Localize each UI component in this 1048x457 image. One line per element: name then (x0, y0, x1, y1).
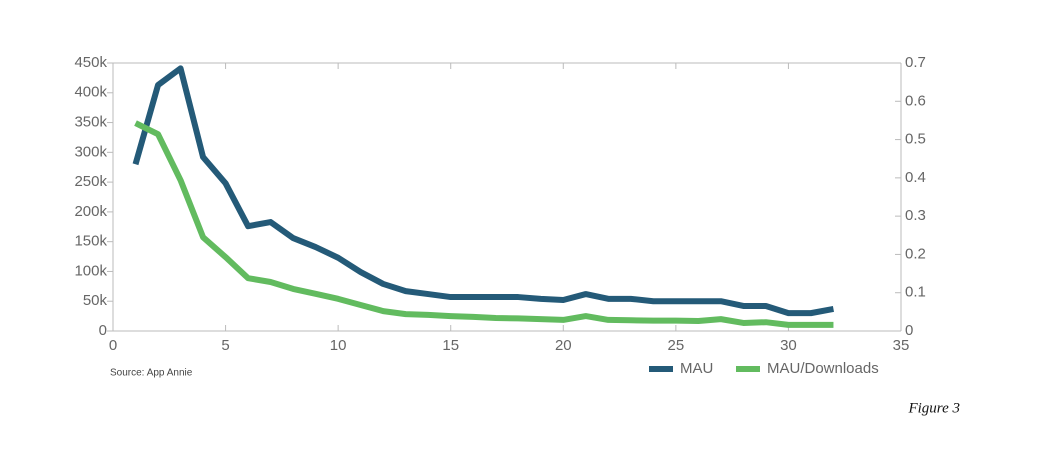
x-tick-label: 20 (555, 337, 572, 354)
y2-tick-label: 0.5 (905, 131, 926, 148)
y2-tick-label: 0.1 (905, 284, 926, 301)
y-tick-label: 0 (99, 322, 107, 339)
x-tick-label: 25 (668, 337, 685, 354)
x-tick-label: 35 (893, 337, 910, 354)
x-tick-label: 30 (780, 337, 797, 354)
y-tick-label: 50k (83, 292, 108, 309)
y2-tick-label: 0.7 (905, 54, 926, 71)
y-tick-label: 250k (74, 173, 107, 190)
y-tick-label: 350k (74, 114, 107, 131)
y2-tick-label: 0.3 (905, 207, 926, 224)
legend-label: MAU/Downloads (767, 360, 879, 377)
series-line (134, 120, 834, 328)
y-tick-label: 200k (74, 203, 107, 220)
y2-tick-label: 0 (905, 322, 913, 339)
source: Source: App Annie (110, 368, 193, 379)
x-tick-label: 10 (330, 337, 347, 354)
figure-label: Figure 3 (907, 400, 960, 416)
y2-tick-label: 0.2 (905, 245, 926, 262)
y2-tick-label: 0.4 (905, 169, 926, 186)
x-tick-label: 15 (442, 337, 459, 354)
y-tick-label: 450k (74, 54, 107, 71)
series-line (132, 65, 835, 317)
y-tick-label: 400k (74, 84, 107, 101)
y-tick-label: 300k (74, 143, 107, 160)
x-tick-label: 5 (221, 337, 229, 354)
legend-label: MAU (680, 360, 713, 377)
y-tick-label: 100k (74, 262, 107, 279)
x-tick-label: 0 (109, 337, 117, 354)
y-tick-label: 150k (74, 233, 107, 250)
y2-tick-label: 0.6 (905, 92, 926, 109)
